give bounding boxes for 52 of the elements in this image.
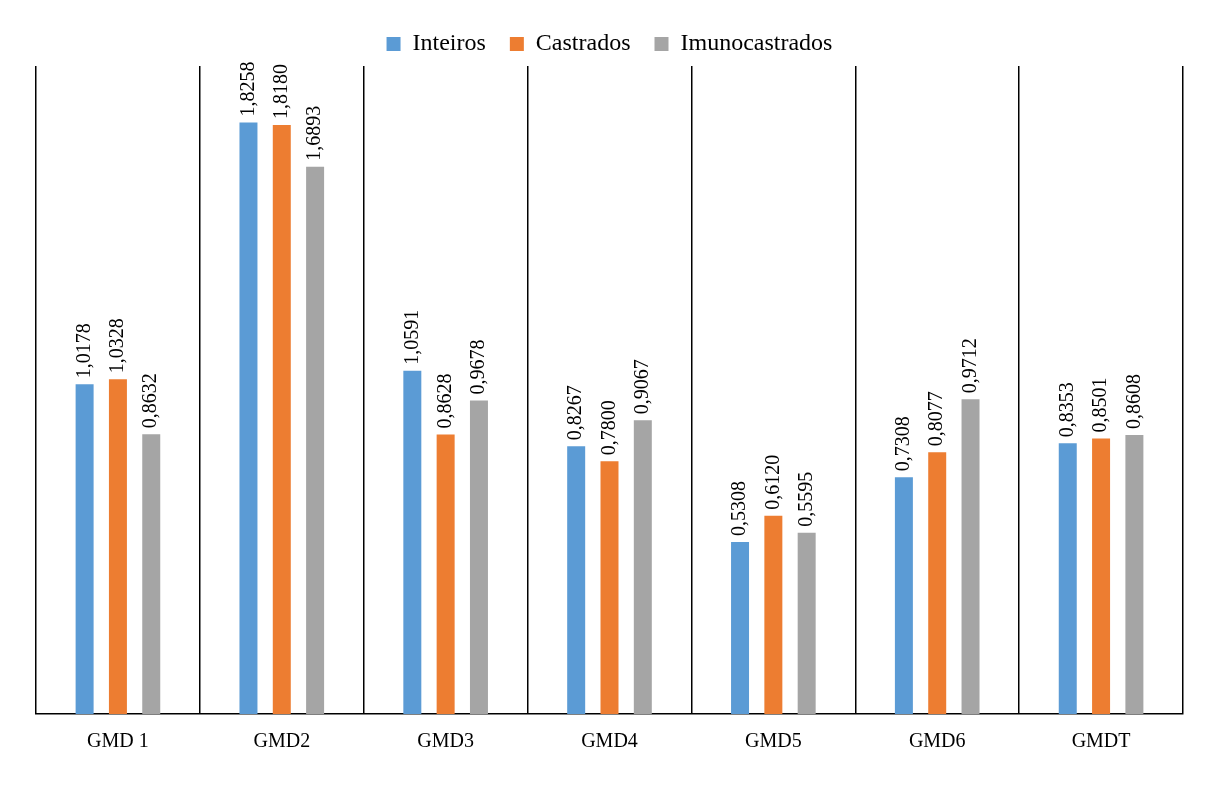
data-label: 0,8077 <box>924 391 947 447</box>
bar <box>272 124 291 714</box>
bar <box>633 420 652 714</box>
bar <box>928 452 947 714</box>
data-label: 1,0591 <box>399 309 422 365</box>
bar <box>1125 435 1144 714</box>
data-label: 0,8267 <box>563 385 586 441</box>
x-tick-label: GMD3 <box>417 729 474 752</box>
bar <box>142 434 161 714</box>
bar <box>1058 443 1077 714</box>
bar <box>239 122 258 714</box>
bar <box>403 370 422 714</box>
data-label: 0,8632 <box>138 373 161 429</box>
bar <box>306 166 325 714</box>
bar <box>1092 438 1111 714</box>
data-label: 0,8608 <box>1121 374 1144 430</box>
x-tick-label: GMDT <box>1071 729 1131 752</box>
bar <box>764 515 783 714</box>
x-tick-label: GMD5 <box>745 729 802 752</box>
data-label: 0,9678 <box>466 339 489 395</box>
data-label: 0,8628 <box>432 373 455 429</box>
data-label: 1,0178 <box>71 323 94 379</box>
legend-label: Imunocastrados <box>680 29 833 56</box>
data-label: 0,7308 <box>891 416 914 472</box>
data-label: 1,0328 <box>105 318 128 374</box>
bar <box>108 379 127 714</box>
bar <box>797 532 816 714</box>
data-label: 0,5595 <box>793 471 816 527</box>
data-label: 0,8501 <box>1088 377 1111 433</box>
bar <box>894 477 913 714</box>
bar <box>436 434 455 714</box>
x-tick-label: GMD6 <box>908 729 966 752</box>
x-tick-label: GMD 1 <box>87 729 149 752</box>
bar <box>469 400 488 714</box>
bar <box>731 542 750 714</box>
legend-label: Castrados <box>535 29 631 56</box>
data-label: 0,5308 <box>727 481 750 537</box>
data-label: 1,8180 <box>269 63 292 119</box>
data-label: 1,6893 <box>302 105 325 161</box>
x-tick-label: GMD4 <box>581 729 638 752</box>
data-label: 0,8353 <box>1055 382 1077 438</box>
bar <box>600 461 619 714</box>
data-label: 0,6120 <box>760 454 783 510</box>
bar <box>961 399 980 714</box>
data-label: 0,7800 <box>596 400 619 456</box>
bar <box>567 446 586 714</box>
data-label: 1,8258 <box>235 61 258 117</box>
data-label: 0,9712 <box>957 338 980 394</box>
legend-label: Inteiros <box>412 29 486 56</box>
x-tick-label: GMD2 <box>253 729 311 752</box>
data-label: 0,9067 <box>630 359 653 415</box>
bar <box>75 384 94 714</box>
